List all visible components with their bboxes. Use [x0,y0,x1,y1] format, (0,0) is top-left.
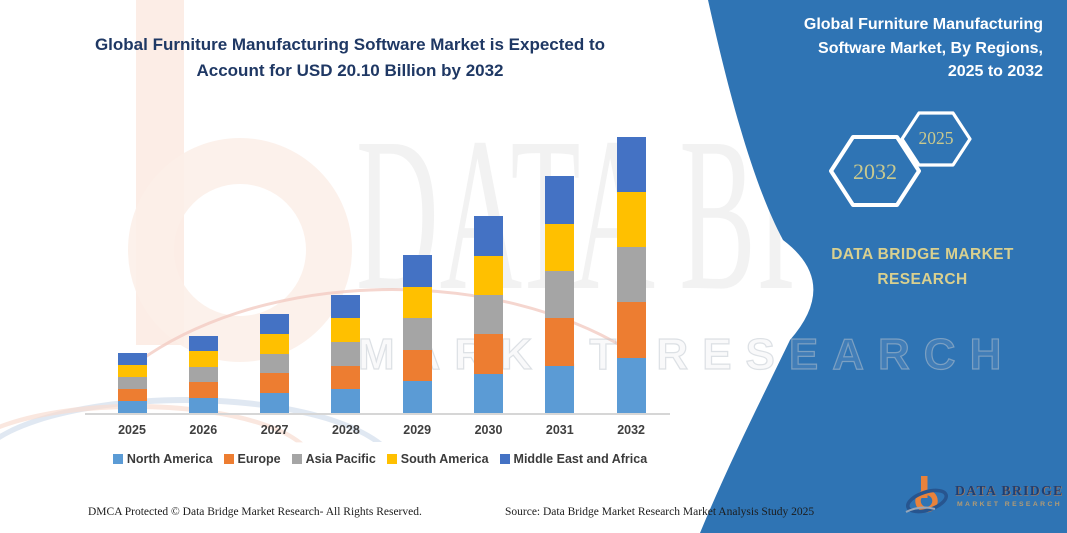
bar-segment-2029-south-america [402,286,432,319]
x-axis-label-2032: 2032 [617,423,645,437]
bar-segment-2027-asia-pacific [260,353,290,374]
x-axis-label-2026: 2026 [189,423,218,437]
bar-2028 [331,294,361,413]
x-axis-label-2025: 2025 [118,423,146,437]
legend-swatch-north-america [112,454,123,464]
chart-legend: North America Europe Asia Pacific South Ame… [60,452,700,466]
legend-label-south-america: South America [400,452,489,466]
bar-2031 [545,176,575,413]
panel-title-line1: Global Furniture Manufacturing [803,16,1043,33]
bar-segment-2032-asia-pacific [616,247,646,303]
legend-item-europe: Europe [223,452,281,466]
bar-segment-2032-middle-east-and-africa [616,136,646,192]
hexagon-2025 [900,111,972,167]
bar-segment-2029-asia-pacific [402,318,432,350]
legend-swatch-europe [223,454,234,464]
bar-segment-2032-europe [616,302,646,358]
bar-2030 [474,216,503,413]
bar-segment-2031-middle-east-and-africa [545,176,575,224]
panel-brand-line2: RESEARCH [877,271,968,288]
bar-segment-2027-europe [260,373,290,394]
bar-segment-2026-south-america [188,351,218,367]
bar-segment-2026-north-america [188,397,218,413]
x-axis-label-2029: 2029 [403,423,432,437]
bar-2032 [616,136,646,413]
bar-segment-2030-south-america [474,255,503,296]
bar-segment-2030-middle-east-and-africa [474,216,503,256]
x-axis-label-2031: 2031 [545,423,574,437]
bar-segment-2030-europe [474,334,503,374]
x-axis-label-2030: 2030 [474,423,503,437]
x-axis-label-2027: 2027 [260,423,289,437]
company-logo: DATA BRIDGE MARKET RESEARCH [905,471,1063,521]
hexagon-2025-label: 2025 [918,128,954,148]
bar-segment-2031-asia-pacific [545,271,575,319]
bar-segment-2025-south-america [117,364,147,377]
company-logo-name: DATA BRIDGE [955,483,1064,498]
footer-dmca-text: DMCA Protected © Data Bridge Market Rese… [88,506,422,518]
bar-2029 [402,254,432,413]
x-axis-label-2028: 2028 [331,423,360,437]
company-logo-tagline: MARKET RESEARCH [957,501,1063,508]
legend-swatch-middle-east-and-africa [499,454,510,464]
panel-title: Global Furniture Manufacturing Software … [713,13,1043,84]
bar-segment-2027-middle-east-and-africa [260,314,290,334]
hexagon-2032 [829,135,921,207]
bar-segment-2026-europe [188,382,218,398]
legend-label-asia-pacific: Asia Pacific [305,452,376,466]
legend-item-asia-pacific: Asia Pacific [291,452,376,466]
bar-segment-2028-europe [331,365,361,390]
chart-title-line1: Global Furniture Manufacturing Software … [94,35,606,54]
legend-swatch-south-america [386,454,397,464]
bar-segment-2025-north-america [117,400,147,413]
bar-segment-2026-middle-east-and-africa [188,335,218,352]
panel-brand-text: DATA BRIDGE MARKET RESEARCH [795,242,1050,292]
bar-segment-2028-middle-east-and-africa [331,294,361,319]
bar-segment-2030-north-america [474,373,503,413]
legend-item-north-america: North America [112,452,213,466]
bar-segment-2029-middle-east-and-africa [402,254,432,287]
stacked-bar-chart [85,120,670,415]
x-axis-labels: 2025 2026 2027 2028 2029 2030 2031 2032 [85,423,670,441]
bar-segment-2032-south-america [616,191,646,248]
bar-segment-2026-asia-pacific [188,366,218,383]
bar-segment-2032-north-america [616,357,646,413]
bar-segment-2028-asia-pacific [331,342,361,366]
legend-label-europe: Europe [237,452,281,466]
bar-segment-2030-asia-pacific [474,295,503,335]
side-panel-polygon [700,0,1067,533]
bar-2025 [117,352,147,413]
bar-segment-2028-south-america [331,318,361,343]
panel-title-line3: 2025 to 2032 [947,63,1043,80]
bar-segment-2031-south-america [545,223,575,272]
footer-source-text: Source: Data Bridge Market Research Mark… [505,506,815,518]
hexagon-2032-label: 2032 [853,159,897,184]
panel-title-line2: Software Market, By Regions, [818,39,1043,57]
legend-item-middle-east-and-africa: Middle East and Africa [499,452,648,466]
legend-label-middle-east-and-africa: Middle East and Africa [513,452,648,466]
bar-segment-2025-middle-east-and-africa [117,352,147,365]
bar-segment-2031-north-america [545,365,575,413]
legend-label-north-america: North America [126,452,213,466]
bar-segment-2025-asia-pacific [117,376,147,389]
legend-item-south-america: South America [386,452,489,466]
bar-segment-2029-north-america [402,381,432,413]
legend-swatch-asia-pacific [291,454,302,464]
bar-segment-2029-europe [402,349,432,382]
bar-2027 [260,314,290,413]
company-logo-icon [905,476,948,514]
bar-segment-2027-north-america [260,393,290,413]
bar-segment-2031-europe [545,318,575,366]
chart-title-line2: Account for USD 20.10 Billion by 2032 [196,61,504,80]
bar-segment-2028-north-america [331,389,361,413]
bar-segment-2027-south-america [260,333,290,354]
bar-2026 [188,335,218,413]
bar-segment-2025-europe [117,388,147,401]
chart-title: Global Furniture Manufacturing Software … [55,32,645,84]
panel-brand-line1: DATA BRIDGE MARKET [831,246,1014,263]
